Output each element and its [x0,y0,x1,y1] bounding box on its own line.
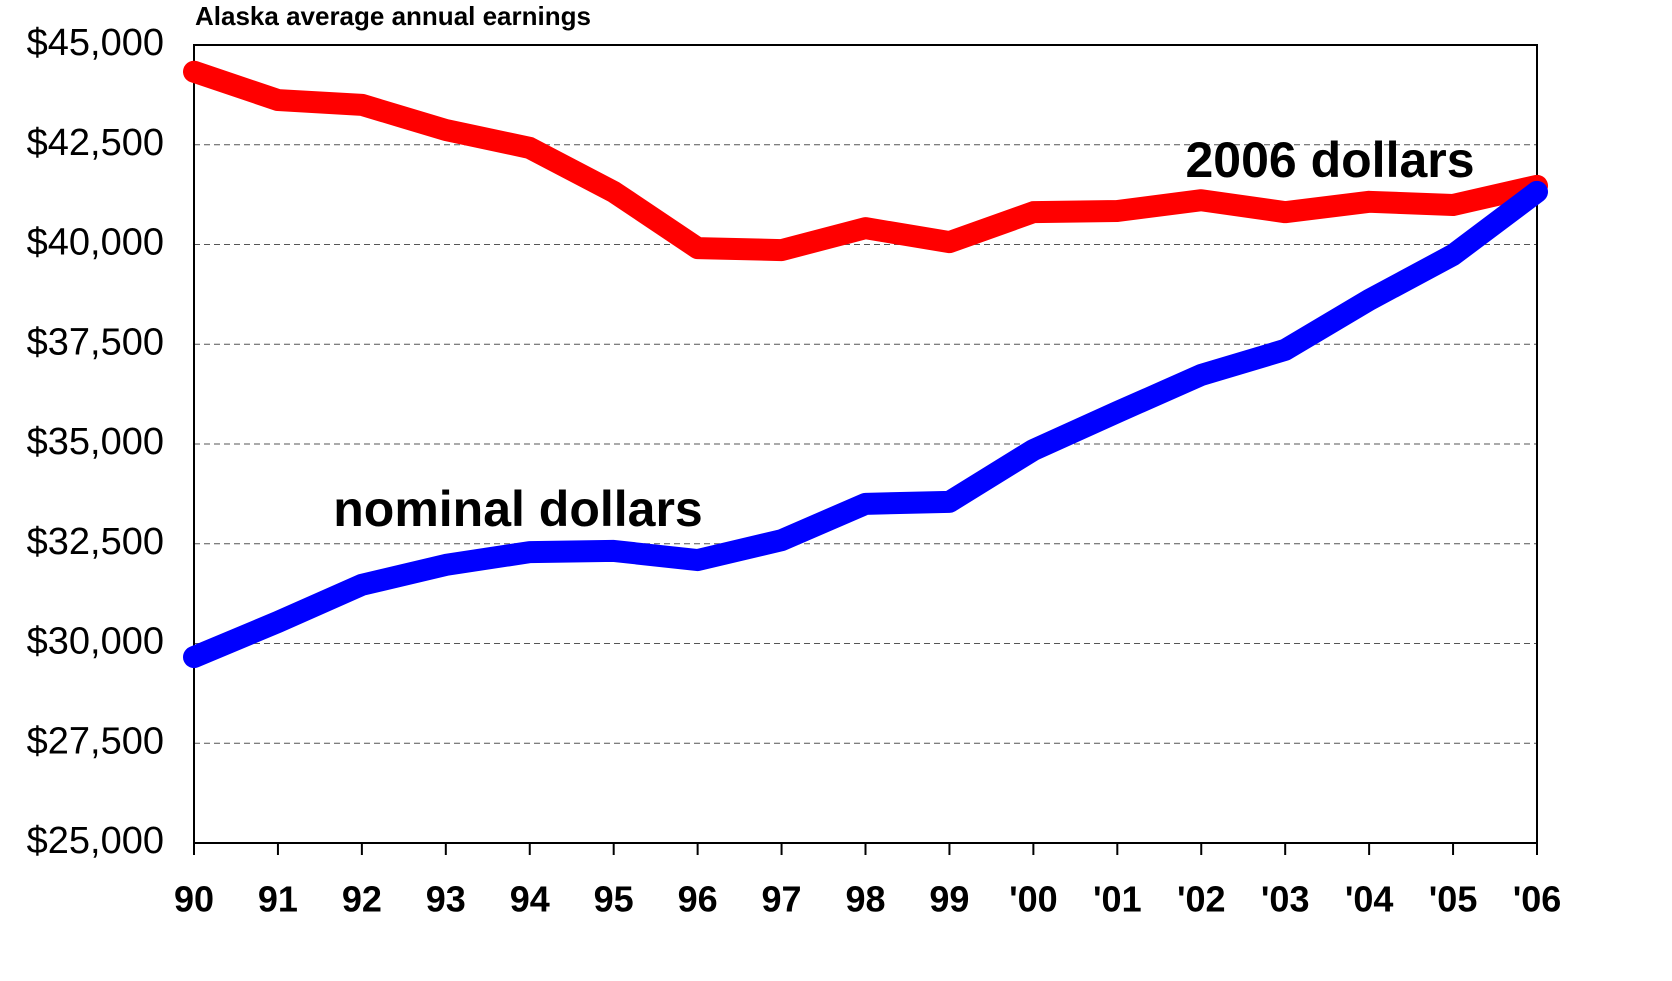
x-tick-label: '05 [1429,879,1478,920]
y-tick-label: $27,500 [27,720,164,762]
series-line [183,180,1548,669]
y-tick-label: $32,500 [27,521,164,563]
x-tick-label: 98 [845,879,885,920]
x-tick-label: '06 [1513,879,1562,920]
x-tick-label: 99 [929,879,969,920]
x-tick-label: 95 [594,879,634,920]
y-tick-label: $30,000 [27,621,164,663]
x-tick-label: 93 [426,879,466,920]
x-tick-label: '00 [1009,879,1058,920]
y-tick-label: $25,000 [27,820,164,862]
y-tick-label: $37,500 [27,321,164,363]
chart-title: Alaska average annual earnings [195,1,591,31]
x-tick-label: '01 [1093,879,1142,920]
x-tick-label: '02 [1177,879,1226,920]
x-tick-label: 97 [762,879,802,920]
y-tick-label: $35,000 [27,421,164,463]
series-line [183,60,1548,262]
series-label: 2006 dollars [1185,132,1474,188]
y-tick-label: $45,000 [27,22,164,64]
x-tick-label: '03 [1261,879,1310,920]
x-tick-label: 94 [510,879,550,920]
y-tick-label: $40,000 [27,222,164,264]
x-tick-label: '04 [1345,879,1394,920]
x-tick-label: 96 [678,879,718,920]
y-tick-label: $42,500 [27,122,164,164]
x-tick-label: 92 [342,879,382,920]
series-label: nominal dollars [333,481,703,537]
x-tick-label: 90 [174,879,214,920]
x-tick-label: 91 [258,879,298,920]
